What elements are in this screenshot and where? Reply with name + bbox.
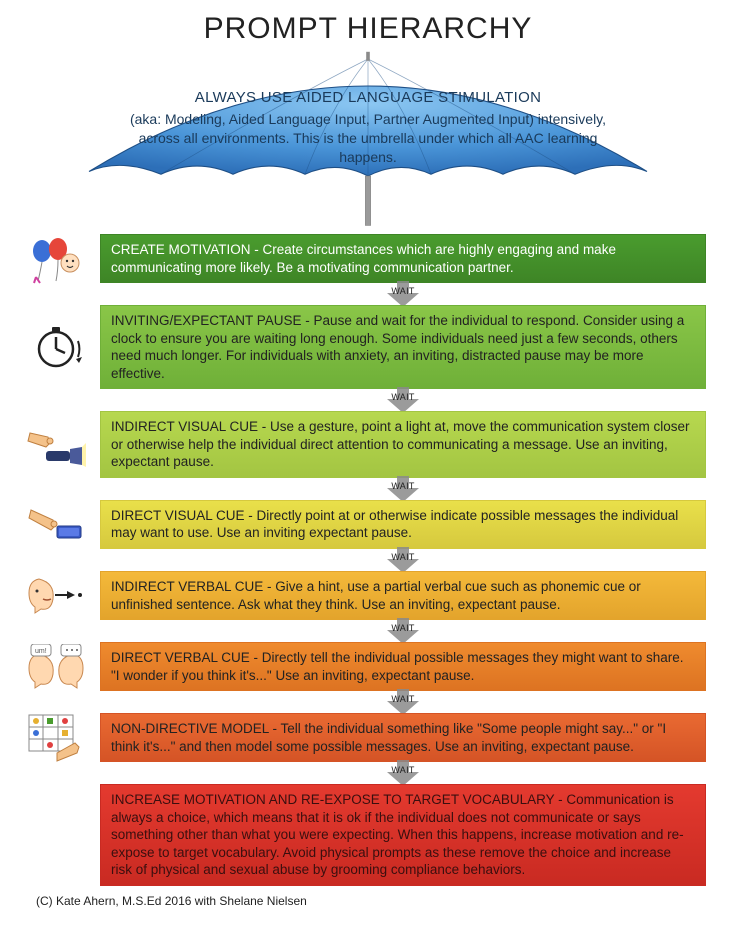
svg-text:um!: um! [35,648,47,655]
step-label: INCREASE MOTIVATION AND RE-EXPOSE TO TAR… [111,792,554,807]
step-box: INDIRECT VISUAL CUE - Use a gesture, poi… [100,411,706,478]
page-title: PROMPT HIERARCHY [24,12,712,46]
step-row: INDIRECT VERBAL CUE - Give a hint, use a… [100,571,706,620]
step-row: DIRECT VISUAL CUE - Directly point at or… [100,500,706,549]
point-flashlight-icon [24,411,88,478]
point-button-icon [24,500,88,549]
wait-arrow: WAIT [100,549,706,571]
step-box: INDIRECT VERBAL CUE - Give a hint, use a… [100,571,706,620]
step-label: NON-DIRECTIVE MODEL [111,721,269,736]
wait-arrow: WAIT [100,283,706,305]
step-row: um! DIRECT VERBAL CUE - Directly tell th… [100,642,706,691]
step-box: INVITING/EXPECTANT PAUSE - Pause and wai… [100,305,706,389]
steps-container: CREATE MOTIVATION - Create circumstances… [100,234,706,886]
umbrella: ALWAYS USE AIDED LANGUAGE STIMULATION (a… [24,50,712,228]
two-heads-icon: um! [24,642,88,691]
step-row: INCREASE MOTIVATION AND RE-EXPOSE TO TAR… [100,784,706,886]
step-label: INDIRECT VERBAL CUE [111,579,263,594]
wait-arrow: WAIT [100,478,706,500]
wait-arrow: WAIT [100,691,706,713]
step-box: DIRECT VISUAL CUE - Directly point at or… [100,500,706,549]
step-label: CREATE MOTIVATION [111,242,251,257]
step-label: DIRECT VERBAL CUE [111,650,250,665]
wait-label: WAIT [391,765,414,775]
umbrella-body: (aka: Modeling, Aided Language Input, Pa… [108,110,628,167]
wait-label: WAIT [391,694,414,704]
grid-point-icon [24,713,88,762]
step-label: INVITING/EXPECTANT PAUSE [111,313,302,328]
step-label: INDIRECT VISUAL CUE [111,419,258,434]
credit: (C) Kate Ahern, M.S.Ed 2016 with Shelane… [36,894,712,908]
step-label: DIRECT VISUAL CUE [111,508,245,523]
umbrella-heading: ALWAYS USE AIDED LANGUAGE STIMULATION [108,88,628,108]
clock-icon [24,305,88,389]
step-box: NON-DIRECTIVE MODEL - Tell the individua… [100,713,706,762]
step-row: INDIRECT VISUAL CUE - Use a gesture, poi… [100,411,706,478]
umbrella-text: ALWAYS USE AIDED LANGUAGE STIMULATION (a… [108,88,628,167]
wait-label: WAIT [391,552,414,562]
step-row: CREATE MOTIVATION - Create circumstances… [100,234,706,283]
wait-label: WAIT [391,286,414,296]
step-row: INVITING/EXPECTANT PAUSE - Pause and wai… [100,305,706,389]
step-box: DIRECT VERBAL CUE - Directly tell the in… [100,642,706,691]
wait-label: WAIT [391,392,414,402]
wait-arrow: WAIT [100,762,706,784]
step-row: NON-DIRECTIVE MODEL - Tell the individua… [100,713,706,762]
wait-label: WAIT [391,481,414,491]
wait-arrow: WAIT [100,620,706,642]
wait-arrow: WAIT [100,389,706,411]
step-box: INCREASE MOTIVATION AND RE-EXPOSE TO TAR… [100,784,706,886]
wait-label: WAIT [391,623,414,633]
step-box: CREATE MOTIVATION - Create circumstances… [100,234,706,283]
head-speech-icon [24,571,88,620]
balloons-icon [24,234,88,283]
